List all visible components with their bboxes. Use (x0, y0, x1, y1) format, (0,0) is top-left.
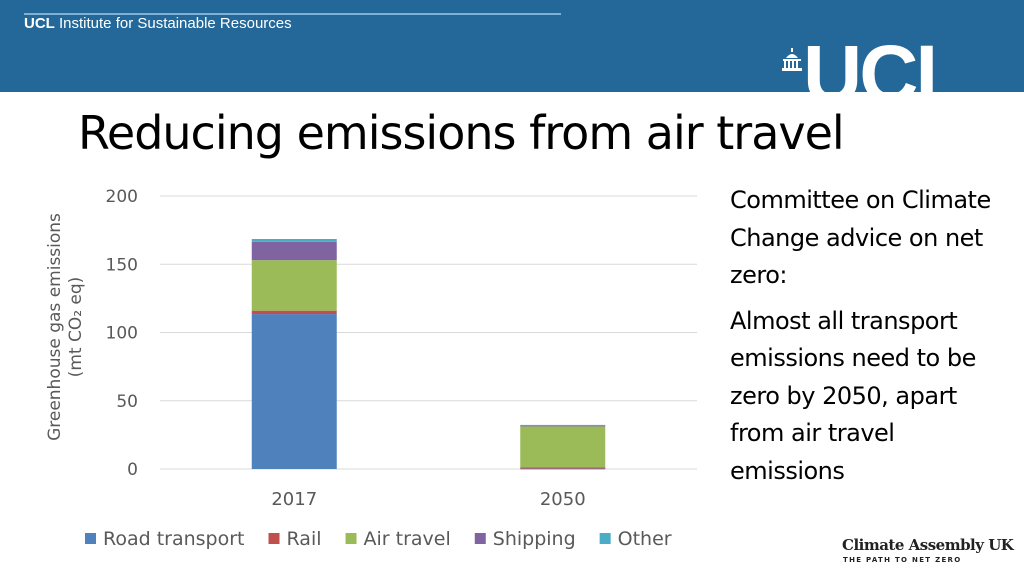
bar-segment-air-travel (251, 260, 337, 311)
climate-assembly-logo: Climate Assembly UK (842, 536, 1014, 554)
bar-segment-road-transport (251, 314, 337, 469)
legend-label: Road transport (103, 528, 245, 550)
bar-segment-shipping (520, 425, 606, 427)
legend-swatch (474, 533, 486, 544)
y-tick-label: 100 (106, 324, 138, 344)
legend-label: Rail (287, 528, 322, 550)
y-tick-label: 200 (106, 187, 138, 207)
x-tick-label: 2050 (540, 489, 586, 510)
x-tick-label: 2017 (271, 489, 317, 510)
bar-segment-other (251, 238, 337, 242)
bar-segment-road-transport (520, 468, 606, 470)
bar-segment-other (520, 424, 606, 426)
bar-segment-shipping (251, 241, 337, 261)
legend-label: Shipping (493, 528, 576, 550)
bar-segment-air-travel (520, 426, 606, 468)
slide-title: Reducing emissions from air travel (78, 106, 845, 160)
ucl-portico-icon (782, 48, 802, 71)
bar-segment-rail (520, 467, 606, 469)
legend-label: Other (618, 528, 672, 550)
institute-name: UCL Institute for Sustainable Resources (24, 15, 292, 32)
y-tick-label: 0 (127, 460, 138, 480)
legend-swatch (268, 533, 280, 544)
legend-swatch (599, 533, 611, 544)
legend-label: Air travel (364, 528, 451, 550)
side-paragraph-2: Almost all transport emissions need to b… (730, 306, 976, 485)
side-text: Committee on Climate Change advice on ne… (730, 182, 1010, 490)
ucl-logo: UCL (803, 34, 963, 92)
bar-segment-rail (251, 310, 337, 315)
y-tick-label: 150 (106, 255, 138, 275)
header-banner: UCL Institute for Sustainable Resources … (0, 0, 1024, 92)
legend-swatch (85, 533, 96, 544)
climate-assembly-tagline: THE PATH TO NET ZERO (843, 556, 962, 564)
header-rule (24, 13, 561, 15)
side-paragraph-1: Committee on Climate Change advice on ne… (730, 186, 991, 289)
y-tick-label: 50 (116, 392, 138, 412)
legend-swatch (345, 533, 357, 544)
